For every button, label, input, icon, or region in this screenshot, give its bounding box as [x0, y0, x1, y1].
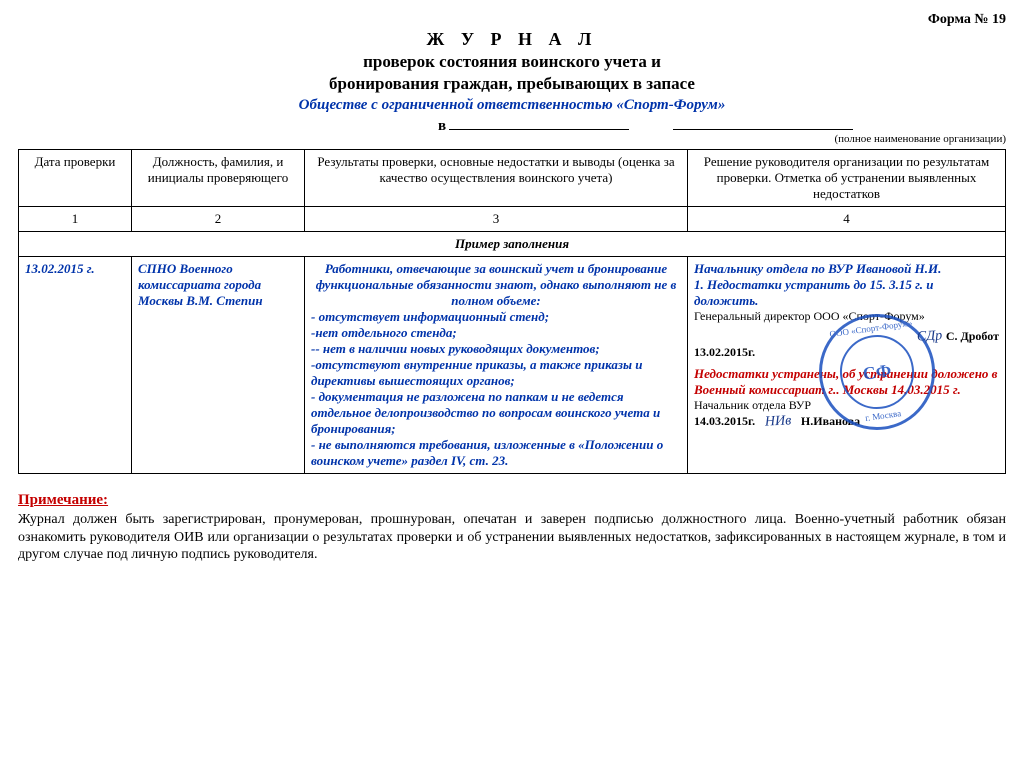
gen-dir-date: 13.02.2015г. — [694, 345, 999, 360]
position-value: СПНО Военного комиссариата города Москвы… — [138, 261, 263, 308]
gen-dir-line: Генеральный директор ООО «Спорт-Форум» — [694, 309, 999, 324]
blank-line-1 — [449, 117, 629, 130]
gen-dir-signature-icon: СДр — [917, 328, 943, 345]
cell-date: 13.02.2015 г. — [19, 257, 132, 474]
journal-table: Дата проверки Должность, фамилия, и иниц… — [18, 149, 1006, 474]
colnum-2: 2 — [132, 207, 305, 232]
chief-signature-icon: НИв — [764, 413, 791, 430]
fix-note: Недостатки устранены, об устранении доло… — [694, 366, 999, 398]
header-date: Дата проверки — [19, 150, 132, 207]
colnum-row: 1 2 3 4 — [19, 207, 1006, 232]
cell-position: СПНО Военного комиссариата города Москвы… — [132, 257, 305, 474]
section-row: Пример заполнения — [19, 232, 1006, 257]
cell-results: Работники, отвечающие за воинский учет и… — [305, 257, 688, 474]
header-decision: Решение руководителя организации по резу… — [688, 150, 1006, 207]
colnum-3: 3 — [305, 207, 688, 232]
chief-name: Н.Иванова — [801, 414, 860, 428]
org-name: Обществе с ограниченной ответственностью… — [18, 96, 1006, 116]
header-row: Дата проверки Должность, фамилия, и иниц… — [19, 150, 1006, 207]
gen-dir-name: С. Дробот — [946, 329, 999, 343]
decision-addressee: Начальнику отдела по ВУР Ивановой Н.И. — [694, 261, 999, 277]
results-intro: Работники, отвечающие за воинский учет и… — [311, 261, 681, 309]
note-body: Журнал должен быть зарегистрирован, прон… — [18, 511, 1006, 564]
example-row: 13.02.2015 г. СПНО Военного комиссариата… — [19, 257, 1006, 474]
results-item-1: -нет отдельного стенда; — [311, 325, 681, 341]
blank-line-2 — [673, 117, 853, 130]
results-item-4: - документация не разложена по папкам и … — [311, 389, 681, 437]
title-block: Ж У Р Н А Л проверок состояния воинского… — [18, 28, 1006, 115]
note-heading: Примечание: — [18, 492, 1006, 509]
header-results: Результаты проверки, основные недостатки… — [305, 150, 688, 207]
colnum-1: 1 — [19, 207, 132, 232]
results-item-0: - отсутствует информационный стенд; — [311, 309, 681, 325]
title-line2: проверок состояния воинского учета и — [18, 51, 1006, 73]
results-item-3: -отсутствуют внутренние приказы, а также… — [311, 357, 681, 389]
decision-order: 1. Недостатки устранить до 15. 3.15 г. и… — [694, 277, 999, 309]
results-item-5: - не выполняются требования, изложенные … — [311, 437, 681, 469]
date-value: 13.02.2015 г. — [25, 261, 95, 276]
form-number: Форма № 19 — [18, 12, 1006, 28]
header-position: Должность, фамилия, и инициалы проверяющ… — [132, 150, 305, 207]
chief-date: 14.03.2015г. — [694, 414, 755, 428]
section-label: Пример заполнения — [19, 232, 1006, 257]
results-item-2: -- нет в наличии новых руководящих докум… — [311, 341, 681, 357]
colnum-4: 4 — [688, 207, 1006, 232]
title-line1: Ж У Р Н А Л — [18, 28, 1006, 51]
title-line3: бронирования граждан, пребывающих в запа… — [18, 73, 1006, 95]
org-hint: (полное наименование организации) — [18, 133, 1006, 145]
chief-line: Начальник отдела ВУР — [694, 398, 999, 413]
cell-decision: Начальнику отдела по ВУР Ивановой Н.И. 1… — [688, 257, 1006, 474]
